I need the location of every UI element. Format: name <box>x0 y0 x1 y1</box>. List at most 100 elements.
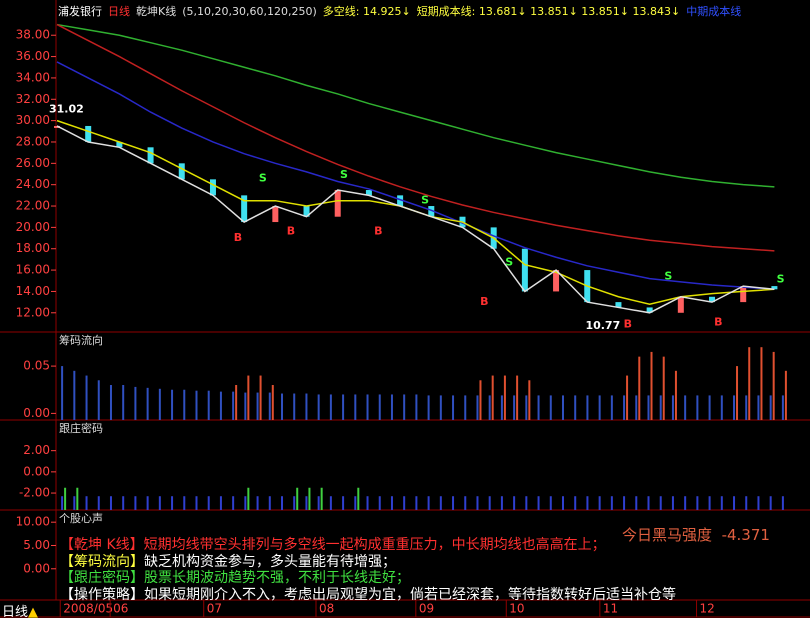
bar <box>781 395 784 420</box>
x-tick-label: 11 <box>603 602 618 616</box>
bar <box>427 395 430 420</box>
bar <box>293 496 296 510</box>
ma-line <box>56 125 775 314</box>
message-tag: 【操作策略】 <box>60 586 144 603</box>
candle <box>85 125 92 142</box>
bar <box>244 392 247 420</box>
candle <box>771 286 778 290</box>
bar <box>390 394 393 420</box>
message-text: 缺乏机构资金参与，多头量能有待增强； <box>144 553 396 570</box>
bar <box>259 375 262 420</box>
bar <box>171 496 174 510</box>
bar <box>561 496 564 510</box>
bar <box>85 496 88 510</box>
annotation: S <box>340 168 348 181</box>
bar <box>674 370 677 420</box>
bar <box>574 395 577 420</box>
bar <box>537 395 540 420</box>
candle <box>553 270 560 292</box>
y-tick-label: -2.00 <box>19 486 50 500</box>
annotation: B <box>374 225 382 238</box>
bar <box>769 496 772 510</box>
bar <box>671 496 674 510</box>
bar <box>158 496 161 510</box>
annotation: B <box>480 295 488 308</box>
long-short: 多空线: 14.925↓ <box>322 5 411 18</box>
y-tick-label: 36.00 <box>16 49 50 63</box>
bar <box>720 496 723 510</box>
bar <box>256 392 259 420</box>
bar <box>293 393 296 420</box>
bar <box>650 351 653 420</box>
bar <box>403 496 406 510</box>
bar <box>500 395 503 420</box>
panel-title: 个股心声 <box>59 511 103 525</box>
annotation: S <box>664 269 672 282</box>
bar <box>366 394 369 420</box>
bar <box>195 390 198 420</box>
y-tick-label: 32.00 <box>16 92 50 106</box>
message-text: 如果短期刚介入不入，考虑出局观望为宜，倘若已经深套，等待指数转好后适当补仓等 <box>144 586 676 603</box>
y-tick-label: 14.00 <box>16 284 50 298</box>
message-tag: 【乾坤 K线】 <box>60 537 144 553</box>
bar <box>476 496 479 510</box>
bar <box>158 388 161 420</box>
bar <box>635 395 638 420</box>
bar <box>491 375 494 420</box>
bar <box>134 386 137 420</box>
bar <box>109 496 112 510</box>
y-tick-label: 38.00 <box>16 28 50 42</box>
x-tick-label: 08 <box>319 602 334 616</box>
bar <box>281 393 284 420</box>
candle <box>646 307 653 313</box>
bar <box>195 496 198 510</box>
candle <box>241 195 248 223</box>
bar <box>488 395 491 420</box>
bar <box>528 380 531 420</box>
bar <box>525 496 528 510</box>
candle <box>209 179 216 196</box>
y-tick-label: 2.00 <box>23 443 50 457</box>
strength-label: 今日黑马强度 <box>622 526 713 544</box>
period: 日线 <box>108 5 130 18</box>
bar <box>247 487 250 510</box>
header: 浦发银行 日线 乾坤K线 (5,10,20,30,60,120,250) 多空线: 14… <box>58 3 747 19</box>
candle <box>677 296 684 313</box>
bar <box>61 496 64 510</box>
x-tick-label: 07 <box>207 602 222 616</box>
bar <box>748 347 751 420</box>
bar <box>464 395 467 420</box>
bar <box>296 487 299 510</box>
bar <box>476 395 479 420</box>
candle <box>709 296 716 303</box>
bar <box>207 390 210 420</box>
y-tick-label: 10.00 <box>16 515 50 529</box>
y-tick-label: 26.00 <box>16 156 50 170</box>
bar <box>357 487 360 510</box>
bar <box>219 391 222 420</box>
y-tick-label: 20.00 <box>16 220 50 234</box>
bar <box>256 496 259 510</box>
annotation: B <box>287 225 295 238</box>
bar <box>736 366 739 420</box>
bar <box>378 496 381 510</box>
bar <box>219 496 222 510</box>
bar <box>662 356 665 420</box>
strength-value: -4.371 <box>721 526 770 544</box>
message-text: 短期均线带空头排列与多空线一起构成重重压力，中长期均线也高高在上； <box>143 537 606 553</box>
footer: 日线▲ <box>2 605 39 618</box>
y-tick-label: 16.00 <box>16 263 50 277</box>
bar <box>586 496 589 510</box>
bar <box>626 375 629 420</box>
bar <box>268 392 271 420</box>
bar <box>610 496 613 510</box>
candle <box>116 141 123 148</box>
short-cost: 短期成本线: 13.681↓ 13.851↓ 13.851↓ 13.843↓ <box>416 5 681 18</box>
y-tick-label: 18.00 <box>16 241 50 255</box>
bar <box>516 375 519 420</box>
bar <box>733 395 736 420</box>
bar <box>647 395 650 420</box>
candle <box>334 190 341 217</box>
bar <box>320 487 323 510</box>
bar <box>403 394 406 420</box>
